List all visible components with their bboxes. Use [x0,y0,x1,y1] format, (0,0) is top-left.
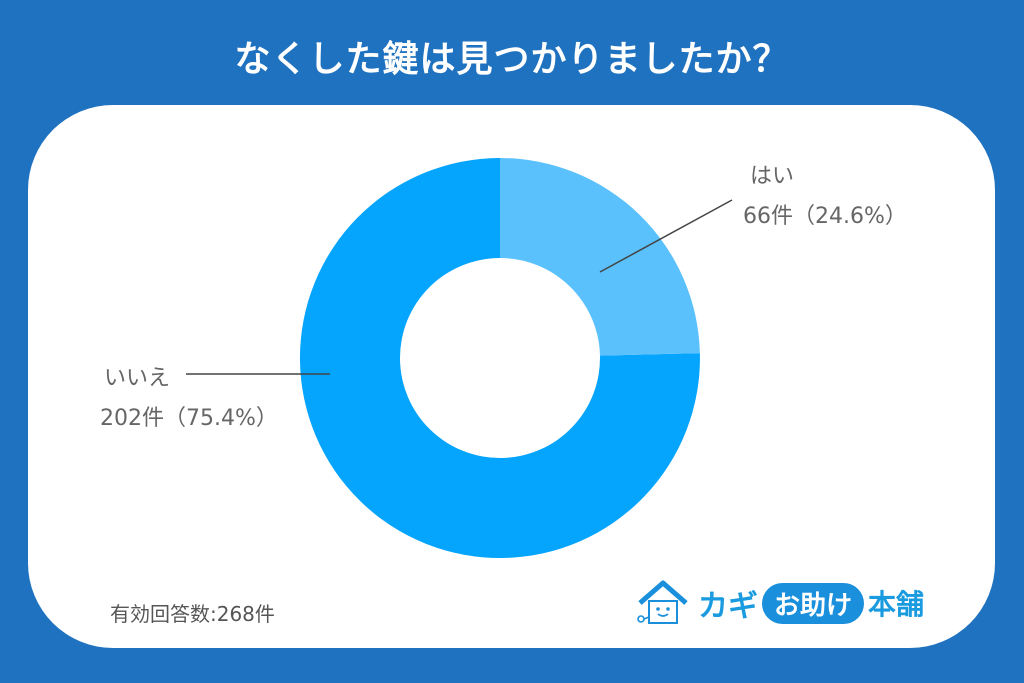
house-mascot-icon [637,580,688,624]
label-no-name: いいえ [104,366,171,391]
leader-line-yes [599,199,733,273]
label-yes-name: はい [750,164,795,189]
label-yes-value: 66件（24.6%） [743,204,907,229]
logo-text-otasuke: お助け [762,582,865,624]
donut-slice-no [299,158,700,558]
logo-text-kagi: カギ [698,589,758,624]
label-no-value: 202件（75.4%） [100,406,278,431]
chart-title: なくした鍵は見つかりましたか？ [234,39,790,80]
donut-slice-yes [500,158,700,356]
brand-logo: カギ お助け 本舗 [632,577,924,629]
valid-responses-count: 有効回答数:268件 [110,602,275,626]
logo-text-honpo: 本舗 [868,588,925,621]
